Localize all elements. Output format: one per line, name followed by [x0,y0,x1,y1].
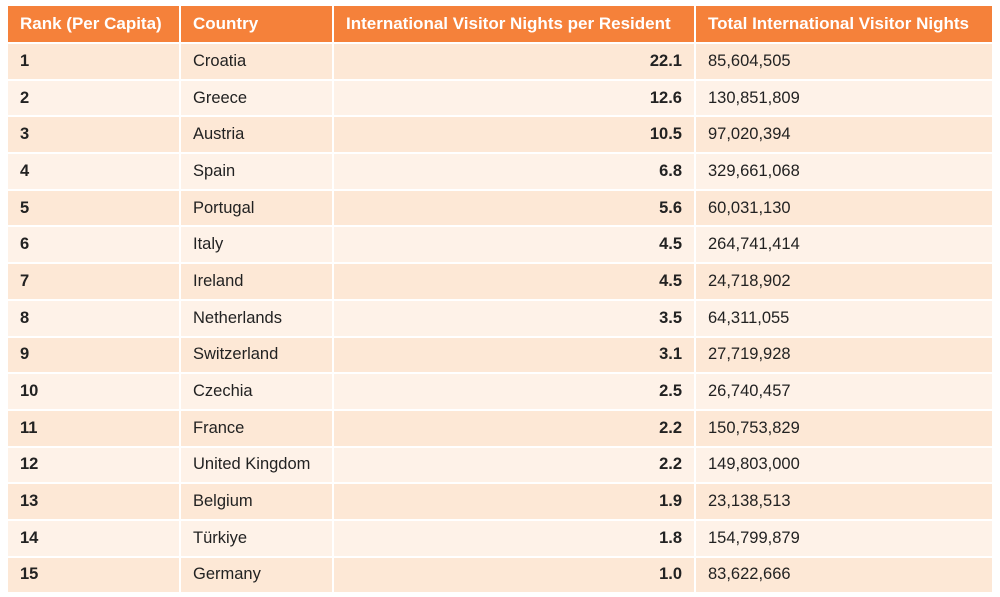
per-resident-cell: 1.9 [334,482,696,519]
table-row: 13 Belgium 1.9 23,138,513 [8,482,992,519]
per-resident-cell: 1.8 [334,518,696,556]
table-row: 5 Portugal 5.6 60,031,130 [8,188,992,226]
per-resident-cell: 2.2 [334,408,696,446]
per-resident-cell: 6.8 [334,152,696,189]
country-cell: Czechia [181,372,334,409]
rank-cell: 15 [8,555,181,593]
table-row: 15 Germany 1.0 83,622,666 [8,555,992,593]
rankings-table-container: Rank (Per Capita) Country International … [8,6,992,593]
total-nights-cell: 24,718,902 [696,262,992,299]
total-nights-cell: 26,740,457 [696,372,992,409]
table-row: 7 Ireland 4.5 24,718,902 [8,262,992,299]
rank-cell: 13 [8,482,181,519]
per-resident-cell: 10.5 [334,115,696,153]
header-rank[interactable]: Rank (Per Capita) [8,6,181,42]
header-country[interactable]: Country [181,6,334,42]
country-cell: Switzerland [181,335,334,373]
per-resident-cell: 12.6 [334,78,696,116]
per-resident-cell: 5.6 [334,188,696,226]
rank-cell: 11 [8,408,181,446]
country-cell: Croatia [181,42,334,79]
table-row: 14 Türkiye 1.8 154,799,879 [8,518,992,556]
country-cell: Netherlands [181,298,334,336]
total-nights-cell: 64,311,055 [696,298,992,336]
per-resident-cell: 1.0 [334,555,696,593]
country-cell: Greece [181,78,334,116]
total-nights-cell: 97,020,394 [696,115,992,153]
country-cell: United Kingdom [181,445,334,483]
table-row: 11 France 2.2 150,753,829 [8,408,992,446]
rank-cell: 1 [8,42,181,79]
table-row: 1 Croatia 22.1 85,604,505 [8,42,992,79]
table-body: 1 Croatia 22.1 85,604,505 2 Greece 12.6 130,851… [8,42,992,593]
rank-cell: 4 [8,152,181,189]
total-nights-cell: 27,719,928 [696,335,992,373]
header-total-nights[interactable]: Total International Visitor Nights [696,6,992,42]
per-resident-cell: 3.1 [334,335,696,373]
rank-cell: 8 [8,298,181,336]
country-cell: Belgium [181,482,334,519]
table-header: Rank (Per Capita) Country International … [8,6,992,42]
total-nights-cell: 264,741,414 [696,225,992,263]
country-cell: Ireland [181,262,334,299]
rank-cell: 5 [8,188,181,226]
total-nights-cell: 150,753,829 [696,408,992,446]
per-resident-cell: 2.2 [334,445,696,483]
rank-cell: 12 [8,445,181,483]
table-row: 2 Greece 12.6 130,851,809 [8,78,992,116]
rank-cell: 3 [8,115,181,153]
total-nights-cell: 83,622,666 [696,555,992,593]
total-nights-cell: 85,604,505 [696,42,992,79]
total-nights-cell: 154,799,879 [696,518,992,556]
rank-cell: 6 [8,225,181,263]
header-per-resident[interactable]: International Visitor Nights per Residen… [334,6,696,42]
rank-cell: 7 [8,262,181,299]
table-row: 4 Spain 6.8 329,661,068 [8,152,992,189]
rank-cell: 14 [8,518,181,556]
country-cell: Germany [181,555,334,593]
total-nights-cell: 130,851,809 [696,78,992,116]
table-row: 6 Italy 4.5 264,741,414 [8,225,992,263]
per-resident-cell: 3.5 [334,298,696,336]
table-row: 9 Switzerland 3.1 27,719,928 [8,335,992,373]
table-row: 10 Czechia 2.5 26,740,457 [8,372,992,409]
country-cell: France [181,408,334,446]
table-row: 3 Austria 10.5 97,020,394 [8,115,992,153]
total-nights-cell: 23,138,513 [696,482,992,519]
total-nights-cell: 329,661,068 [696,152,992,189]
per-resident-cell: 2.5 [334,372,696,409]
per-resident-cell: 22.1 [334,42,696,79]
per-resident-cell: 4.5 [334,225,696,263]
country-cell: Italy [181,225,334,263]
rankings-table: Rank (Per Capita) Country International … [8,6,992,593]
total-nights-cell: 60,031,130 [696,188,992,226]
table-row: 8 Netherlands 3.5 64,311,055 [8,298,992,336]
rank-cell: 2 [8,78,181,116]
country-cell: Austria [181,115,334,153]
rank-cell: 9 [8,335,181,373]
rank-cell: 10 [8,372,181,409]
country-cell: Portugal [181,188,334,226]
country-cell: Spain [181,152,334,189]
country-cell: Türkiye [181,518,334,556]
table-row: 12 United Kingdom 2.2 149,803,000 [8,445,992,483]
header-row: Rank (Per Capita) Country International … [8,6,992,42]
total-nights-cell: 149,803,000 [696,445,992,483]
per-resident-cell: 4.5 [334,262,696,299]
